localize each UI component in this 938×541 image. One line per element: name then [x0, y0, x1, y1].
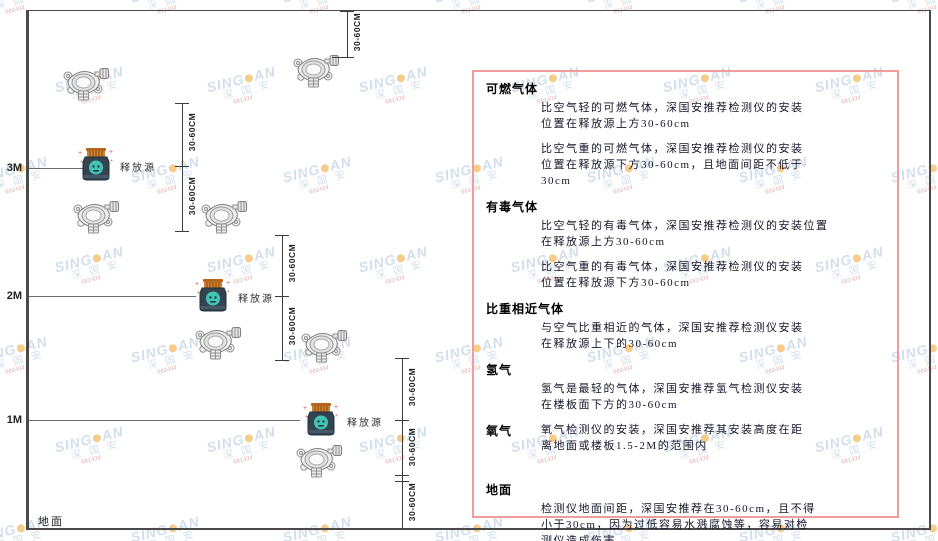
panel-text-line: 在楼板面下方的30-60cm: [541, 399, 679, 411]
panel-text-line: 氧气检测仪的安装，深国安推荐其安装高度在距: [541, 424, 804, 436]
section-similar-density-gas: 比重相近气体 与空气比重相近的气体，深国安推荐检测仪安装 在释放源上下的30-6…: [486, 300, 887, 352]
release-source-icon: [78, 148, 114, 181]
release-source-label: 释放源: [120, 163, 156, 174]
panel-text-line: 小于30cm，因为过低容易水溅腐蚀等，容易对检: [541, 519, 809, 531]
panel-text-line: 位置在释放源上方30-60cm: [541, 118, 691, 130]
dimension-line: [347, 11, 348, 57]
panel-text-line: 氢气是最轻的气体，深国安推荐氢气检测仪安装: [541, 383, 804, 395]
panel-text-line: 比空气重的可燃气体，深国安推荐检测仪的安装: [541, 143, 804, 155]
dim-tick: [395, 475, 409, 476]
dimension-label: 30-60CM: [407, 367, 417, 407]
installation-guide-panel: 可燃气体 比空气轻的可燃气体，深国安推荐检测仪的安装 位置在释放源上方30-60…: [472, 70, 899, 541]
dim-tick: [275, 360, 289, 361]
dimension-line: [402, 358, 403, 528]
release-source-icon: [195, 279, 231, 312]
panel-text-line: 检测仪地面间距，深国安推荐在30-60cm，且不得: [541, 503, 816, 515]
gas-detector-icon: [63, 68, 109, 101]
section-hydrogen: 氢气 氢气是最轻的气体，深国安推荐氢气检测仪安装 在楼板面下方的30-60cm: [486, 361, 887, 413]
level-label-3m: 3M: [6, 162, 22, 174]
dim-tick: [332, 57, 354, 58]
dimension-label: 30-60CM: [287, 243, 297, 283]
panel-text-line: 在释放源上下的30-60cm: [541, 338, 679, 350]
dim-tick: [175, 231, 189, 232]
ground-label: 地面: [38, 516, 64, 528]
panel-text-line: 离地面或楼板1.5-2M的范围内: [541, 440, 708, 452]
dim-tick: [395, 420, 409, 421]
ceiling-line: [26, 10, 930, 11]
dim-tick: [175, 103, 189, 104]
section-heading: 地面: [486, 483, 513, 497]
dim-tick: [275, 296, 289, 297]
section-heading: 比重相近气体: [486, 302, 565, 316]
section-heading: 有毒气体: [486, 200, 539, 214]
gas-detector-icon: [73, 201, 119, 234]
dim-tick: [340, 11, 354, 12]
gas-detector-icon: [195, 327, 241, 360]
panel-text-line: 30cm: [541, 175, 572, 187]
dimension-label: 30-60CM: [187, 112, 197, 152]
release-source-label: 释放源: [238, 294, 274, 305]
level-label-1m: 1M: [6, 414, 22, 426]
dimension-line: [182, 103, 183, 231]
gas-detector-icon: [296, 445, 342, 478]
dim-tick: [275, 235, 289, 236]
dim-tick: [395, 358, 409, 359]
panel-text-line: 比空气轻的可燃气体，深国安推荐检测仪的安装: [541, 102, 804, 114]
level-label-2m: 2M: [6, 290, 22, 302]
dimension-label: 30-60CM: [187, 176, 197, 216]
panel-text-line: 位置在释放源下方30-60cm: [541, 277, 691, 289]
release-source-label: 释放源: [347, 418, 383, 429]
dim-tick: [395, 481, 409, 482]
section-heading: 可燃气体: [486, 82, 539, 96]
right-wall-line: [929, 10, 931, 530]
left-wall-line: [26, 10, 29, 530]
panel-text-line: 测仪造成伤害: [541, 535, 616, 541]
dim-tick: [175, 166, 189, 167]
panel-text-line: 在释放源上方30-60cm: [541, 236, 666, 248]
level-line-2m: [29, 296, 196, 297]
section-ground: 地面 检测仪地面间距，深国安推荐在30-60cm，且不得 小于30cm，因为过低…: [486, 481, 887, 541]
dimension-line: [282, 235, 283, 360]
panel-text-line: 比空气重的有毒气体，深国安推荐检测仪的安装: [541, 261, 804, 273]
dimension-label: 30-60CM: [407, 427, 417, 467]
section-toxic-gas: 有毒气体 比空气轻的有毒气体，深国安推荐检测仪的安装位置 在释放源上方30-60…: [486, 198, 887, 291]
section-combustible-gas: 可燃气体 比空气轻的可燃气体，深国安推荐检测仪的安装 位置在释放源上方30-60…: [486, 80, 887, 189]
panel-text-line: 与空气比重相近的气体，深国安推荐检测仪安装: [541, 322, 804, 334]
dimension-label: 30-60CM: [407, 482, 417, 522]
release-source-icon: [303, 403, 339, 436]
level-line-1m: [29, 420, 300, 421]
panel-text-line: 位置在释放源下方30-60cm，且地面间距不低于: [541, 159, 804, 171]
level-line-3m: [29, 168, 85, 169]
section-heading: 氧气: [486, 424, 513, 438]
gas-detector-icon: [293, 55, 339, 88]
panel-text-line: 比空气轻的有毒气体，深国安推荐检测仪的安装位置: [541, 220, 829, 232]
section-heading: 氢气: [486, 363, 513, 377]
dimension-label: 30-60CM: [352, 12, 362, 52]
dimension-label: 30-60CM: [287, 306, 297, 346]
section-oxygen: 氧气 氧气检测仪的安装，深国安推荐其安装高度在距 离地面或楼板1.5-2M的范围…: [486, 422, 887, 463]
gas-detector-icon: [301, 330, 347, 363]
gas-detector-icon: [201, 201, 247, 234]
